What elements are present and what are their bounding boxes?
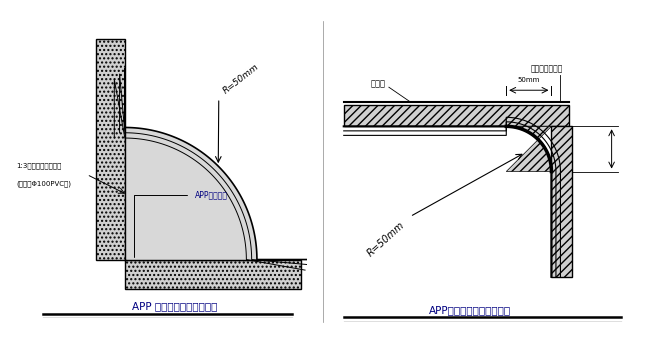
- Polygon shape: [344, 105, 570, 126]
- Polygon shape: [506, 126, 552, 172]
- Text: 防水层: 防水层: [371, 80, 386, 89]
- Text: 50mm: 50mm: [518, 77, 540, 83]
- Polygon shape: [125, 127, 257, 260]
- Text: 此部分用砂浆抹: 此部分用砂浆抹: [530, 65, 563, 74]
- Polygon shape: [95, 40, 125, 260]
- Text: APP防水卷材: APP防水卷材: [195, 190, 228, 199]
- Text: (用盐卤Φ100PVC管): (用盐卤Φ100PVC管): [16, 180, 71, 187]
- Text: APP防水卷材基层阳角半径: APP防水卷材基层阳角半径: [429, 305, 511, 315]
- Text: APP 防水卷材基层阴角半径: APP 防水卷材基层阴角半径: [132, 301, 217, 312]
- Text: R=50mm: R=50mm: [366, 220, 407, 258]
- Text: 1:3水泥砂浆压实抹光: 1:3水泥砂浆压实抹光: [16, 162, 61, 169]
- Polygon shape: [125, 260, 301, 289]
- Text: R=50mm: R=50mm: [221, 62, 261, 95]
- Polygon shape: [552, 126, 572, 277]
